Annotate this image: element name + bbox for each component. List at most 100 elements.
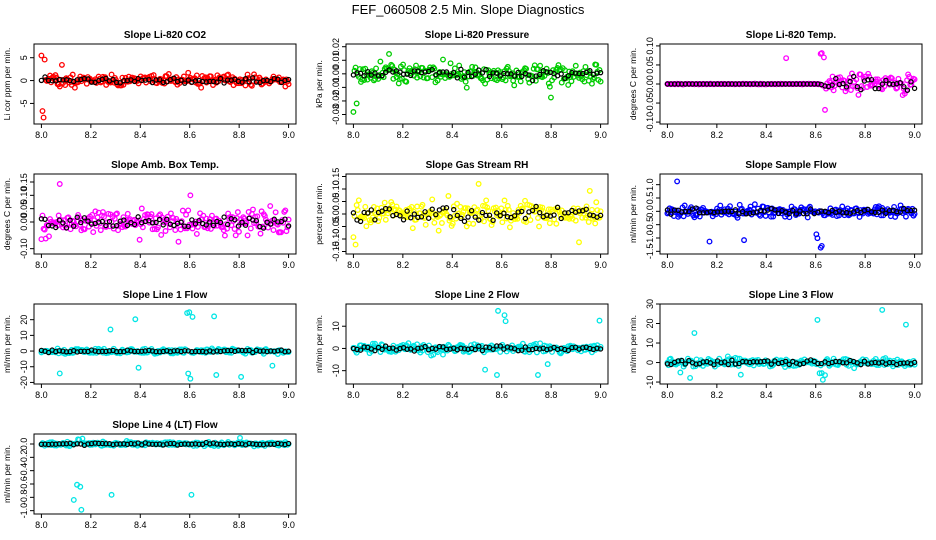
data-point — [535, 372, 541, 378]
data-point-black — [800, 360, 807, 367]
panel-title: Slope Li-820 CO2 — [124, 30, 207, 41]
data-point-black — [804, 81, 810, 87]
data-point — [495, 307, 501, 314]
data-point-black — [379, 208, 385, 214]
data-point — [546, 220, 553, 227]
data-point-black — [267, 348, 274, 354]
data-point-black — [242, 76, 249, 82]
data-point — [855, 91, 862, 98]
data-point-black — [196, 348, 202, 355]
data-points — [350, 180, 604, 248]
data-point-black — [901, 84, 907, 90]
data-point — [410, 208, 417, 215]
data-point — [864, 84, 871, 90]
data-point — [352, 241, 359, 248]
data-point-black — [422, 343, 428, 350]
data-point — [572, 62, 579, 69]
y-tick-label: -0.2 — [19, 450, 29, 466]
data-point — [362, 203, 369, 210]
data-point-black — [275, 76, 281, 82]
data-point-black — [739, 358, 746, 365]
y-axis-label: ml/min per min. — [628, 315, 638, 373]
data-point — [77, 483, 84, 490]
y-axis-label: ml/min per min. — [2, 315, 12, 373]
data-point-black — [447, 214, 453, 220]
data-point-black — [397, 213, 403, 219]
data-point-black — [164, 216, 170, 223]
y-axis-label: kPa per min. — [314, 60, 324, 108]
x-tick-label: 9.0 — [594, 130, 607, 140]
plot-frame — [33, 303, 297, 385]
y-tick-label: 0.01 — [331, 52, 341, 70]
x-tick-label: 8.4 — [446, 260, 459, 270]
x-tick-label: 8.2 — [85, 520, 98, 530]
data-point-black — [786, 210, 792, 217]
y-tick-label: -0.10 — [331, 229, 341, 250]
data-point-black — [253, 218, 260, 224]
data-point-black — [81, 348, 88, 354]
data-point-black — [382, 69, 389, 76]
data-point-black — [747, 81, 753, 87]
data-point-black — [825, 210, 832, 216]
data-point — [506, 224, 513, 231]
data-point — [56, 83, 63, 90]
data-point — [97, 227, 104, 234]
x-tick-label: 8.4 — [134, 130, 147, 140]
data-point-black — [267, 78, 274, 85]
data-point-black — [565, 73, 572, 79]
data-point — [38, 52, 45, 59]
data-point-black — [472, 346, 478, 353]
data-point-black — [81, 215, 88, 221]
data-point — [231, 226, 238, 232]
data-point — [583, 203, 590, 210]
data-point-black — [250, 75, 256, 81]
data-point — [363, 223, 370, 230]
x-tick-label: 8.0 — [35, 520, 48, 530]
data-point-black — [519, 73, 525, 80]
y-tick-label: -10 — [645, 376, 655, 389]
y-axis-label: ml/min per min. — [2, 445, 12, 503]
data-point — [514, 215, 521, 222]
data-point-black — [865, 206, 871, 213]
data-point-black — [861, 358, 868, 364]
data-point-black — [433, 211, 439, 218]
data-points — [664, 178, 918, 251]
data-point-black — [117, 441, 123, 447]
x-tick-label: 8.8 — [233, 260, 246, 270]
data-point-black — [458, 66, 464, 73]
data-point — [724, 353, 731, 360]
data-point-black — [60, 441, 66, 447]
y-tick-label: -0.02 — [331, 91, 341, 112]
data-point-black — [840, 360, 846, 366]
data-point — [553, 220, 560, 227]
data-points — [664, 50, 918, 113]
data-point — [589, 206, 595, 213]
data-point — [244, 232, 251, 239]
data-point — [242, 82, 249, 89]
data-point — [572, 217, 579, 224]
data-point-black — [217, 75, 224, 82]
data-point-black — [732, 207, 739, 213]
data-point-black — [511, 73, 518, 79]
data-point — [41, 226, 48, 233]
data-point-black — [797, 81, 803, 87]
data-point-black — [192, 78, 199, 84]
data-point — [431, 219, 438, 226]
data-point-black — [131, 221, 138, 228]
x-tick-label: 8.2 — [397, 130, 410, 140]
data-point-black — [476, 67, 482, 73]
data-point-black — [679, 357, 685, 364]
data-point-black — [911, 207, 918, 213]
data-point — [901, 90, 908, 97]
plot-frame — [659, 173, 923, 255]
data-point-black — [70, 223, 77, 229]
data-point — [381, 199, 388, 206]
data-point — [91, 217, 98, 224]
data-point-black — [786, 361, 792, 368]
data-point-black — [451, 206, 457, 213]
data-point-black — [429, 206, 435, 212]
panel-4: Slope Amb. Box Temp. 8.0 8.2 8.4 8.6 8.8 9.0 -0… — [2, 160, 297, 270]
data-point-black — [156, 216, 163, 223]
data-point-black — [472, 71, 478, 77]
x-tick-label: 8.8 — [859, 260, 872, 270]
